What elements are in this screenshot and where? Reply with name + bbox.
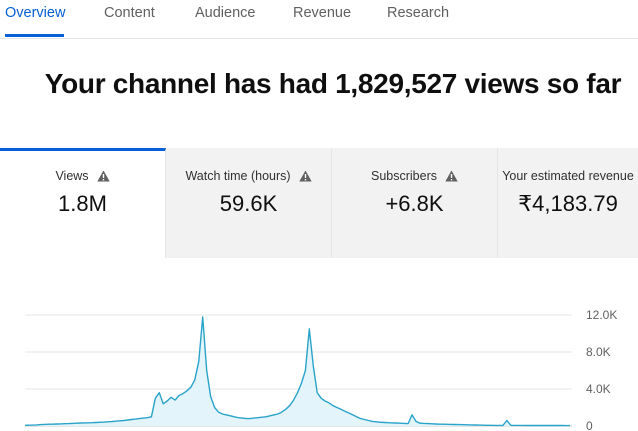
metric-label: Views: [0, 169, 165, 183]
y-tick-label: 4.0K: [586, 382, 611, 396]
tab-content[interactable]: Content: [104, 5, 155, 21]
warning-icon: [298, 170, 312, 182]
y-tick-label: 8.0K: [586, 345, 611, 359]
metric-card-subscribers[interactable]: Subscribers +6.8K: [332, 148, 498, 258]
views-line: [24, 316, 570, 427]
tab-research[interactable]: Research: [387, 5, 450, 21]
metric-value: 1.8M: [58, 191, 107, 216]
metric-label: Subscribers: [332, 169, 497, 183]
metric-card-watch-time[interactable]: Watch time (hours) 59.6K: [166, 148, 332, 258]
views-chart: 12.0K 8.0K 4.0K 0: [24, 308, 617, 431]
tab-revenue[interactable]: Revenue: [293, 5, 352, 21]
y-tick-label: 12.0K: [586, 308, 617, 322]
y-tick-label: 0: [586, 419, 593, 431]
tab-bar: Overview Content Audience Revenue Resear…: [0, 0, 638, 39]
views-area: [25, 316, 570, 426]
metric-cards: Views 1.8M Watch time (hours) 59.6K Subs…: [0, 148, 638, 258]
warning-icon: [445, 170, 458, 182]
metric-value: ₹4,183.79: [518, 191, 618, 216]
warning-icon: [96, 170, 110, 182]
tab-overview[interactable]: Overview: [5, 5, 66, 21]
tab-audience[interactable]: Audience: [195, 5, 256, 21]
page-title: Your channel has had 1,829,527 views so …: [44, 68, 622, 99]
metric-value: +6.8K: [385, 191, 444, 216]
metric-card-revenue[interactable]: Your estimated revenue ₹4,183.79: [498, 148, 638, 258]
metric-value: 59.6K: [219, 191, 278, 216]
metric-label: Your estimated revenue: [502, 169, 634, 183]
metric-card-views[interactable]: Views 1.8M: [0, 148, 166, 258]
metric-label: Watch time (hours): [166, 169, 331, 183]
active-tab-indicator: [5, 34, 64, 37]
